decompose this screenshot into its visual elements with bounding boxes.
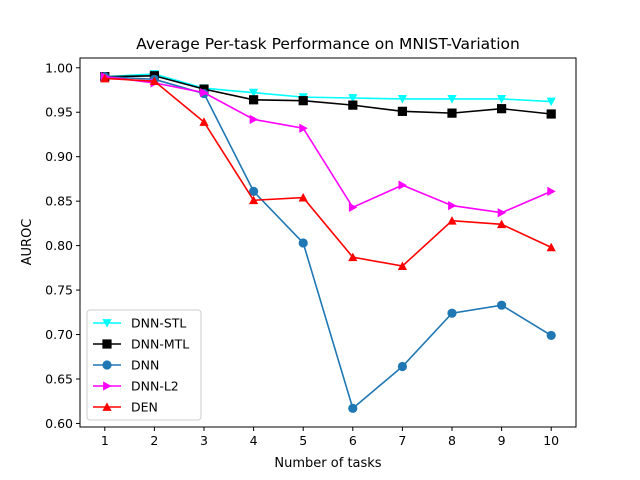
data-point-dnn-l2	[398, 180, 407, 190]
y-tick-label: 0.60	[45, 416, 73, 431]
y-tick-label: 0.70	[45, 327, 73, 342]
legend-label: DNN	[131, 358, 159, 373]
x-tick-label: 5	[299, 433, 307, 448]
data-point-den	[348, 252, 358, 262]
x-tick-label: 8	[448, 433, 456, 448]
data-point-den	[497, 219, 507, 229]
data-point-den	[447, 216, 457, 225]
plot-frame	[79, 57, 577, 428]
legend-box	[86, 309, 202, 421]
data-point-den	[249, 195, 259, 205]
data-point-dnn-mtl	[497, 104, 507, 114]
series-den	[100, 73, 556, 270]
x-tick-label: 3	[200, 433, 208, 448]
data-point-den	[298, 192, 308, 202]
y-axis: 0.60 0.65 0.70 0.75 0.80 0.85 0.90 0.95 1.00	[45, 60, 80, 431]
legend-item-dnn: DNN	[93, 358, 159, 373]
y-tick-label: 0.75	[45, 283, 73, 298]
legend-label: DNN-STL	[131, 316, 186, 331]
legend-marker-dnn	[102, 360, 112, 370]
data-point-den	[100, 73, 110, 83]
y-tick-label: 0.85	[45, 194, 73, 209]
data-point-dnn	[348, 403, 358, 413]
data-point-dnn	[397, 361, 407, 372]
data-point-dnn-stl	[497, 94, 507, 104]
data-point-dnn	[497, 300, 507, 310]
data-point-dnn	[447, 308, 457, 318]
legend-item-den: DEN	[93, 400, 158, 415]
legend-item-dnn-l2: DNN-L2	[93, 379, 179, 394]
series-line-dnn-stl	[104, 73, 552, 103]
data-point-dnn-l2	[348, 202, 358, 212]
data-point-dnn-stl	[447, 94, 457, 104]
y-tick-label: 1.00	[45, 60, 73, 75]
legend-item-dnn-mtl: DNN-MTL	[93, 337, 189, 352]
data-point-dnn-mtl	[249, 95, 259, 105]
data-point-dnn	[298, 238, 308, 248]
data-point-dnn-stl	[546, 97, 556, 107]
series-line-dnn	[104, 75, 552, 410]
data-point-dnn-l2	[299, 123, 308, 133]
data-point-dnn	[249, 186, 259, 196]
x-tick-label: 6	[349, 433, 357, 448]
series-line-dnn-l2	[104, 75, 552, 214]
legend-marker-den	[102, 402, 112, 411]
legend-marker-dnn-mtl	[102, 339, 112, 349]
data-point-dnn-l2	[200, 88, 209, 98]
data-point-den	[546, 242, 556, 252]
series-layer	[100, 70, 556, 413]
data-point-dnn-l2	[448, 201, 457, 211]
x-tick-label: 10	[543, 433, 559, 448]
legend-marker-dnn-l2	[103, 381, 112, 391]
x-axis-label: Number of tasks	[274, 456, 381, 471]
legend-item-dnn-stl: DNN-STL	[93, 316, 186, 331]
data-point-dnn	[546, 330, 556, 341]
legend-label: DEN	[131, 400, 158, 415]
data-point-dnn-mtl	[348, 100, 358, 110]
y-tick-label: 0.65	[45, 371, 73, 386]
x-tick-label: 4	[250, 433, 258, 448]
data-point-dnn-mtl	[447, 108, 457, 118]
data-point-dnn-mtl	[298, 96, 308, 106]
series-line-dnn-mtl	[104, 74, 552, 115]
legend: DNN-STL DNN-MTL DNN DNN-L2 DEN	[86, 309, 202, 421]
series-line-den	[104, 77, 552, 267]
data-point-dnn-mtl	[397, 106, 407, 116]
data-point-den	[397, 261, 407, 270]
y-tick-label: 0.95	[45, 105, 73, 120]
data-point-dnn-stl	[249, 88, 259, 98]
y-tick-label: 0.80	[45, 238, 73, 253]
x-tick-label: 2	[150, 433, 158, 448]
x-axis: 1 2 3 4 5 6 7 8 9 10	[101, 427, 559, 448]
data-point-dnn-l2	[497, 208, 507, 218]
legend-label: DNN-L2	[131, 379, 179, 394]
data-point-dnn-l2	[547, 186, 556, 196]
data-point-dnn-l2	[249, 114, 259, 124]
legend-marker-dnn-stl	[102, 319, 112, 328]
data-point-dnn-stl	[348, 94, 358, 103]
data-point-dnn-stl	[397, 94, 407, 104]
data-point-den	[149, 76, 159, 86]
x-tick-label: 1	[101, 433, 109, 448]
x-tick-label: 9	[498, 433, 506, 448]
legend-label: DNN-MTL	[131, 337, 189, 352]
y-axis-label: AUROC	[20, 219, 35, 266]
y-tick-label: 0.90	[45, 149, 73, 164]
data-point-dnn-mtl	[546, 109, 556, 119]
x-tick-label: 7	[398, 433, 406, 448]
chart-title: Average Per-task Performance on MNIST-Va…	[136, 35, 520, 53]
data-point-den	[199, 117, 209, 126]
